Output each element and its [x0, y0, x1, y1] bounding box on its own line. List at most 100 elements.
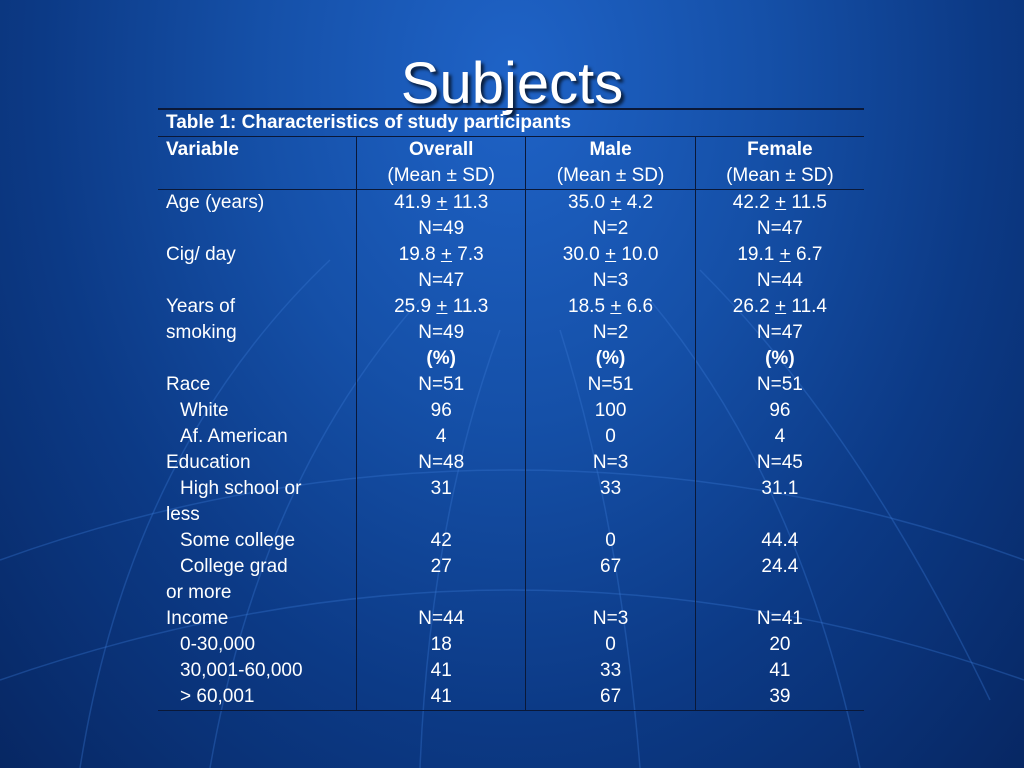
- pct-male: (%): [525, 346, 696, 372]
- cell-female: 19.1 + 6.7: [737, 244, 823, 265]
- cell-overall: N=47: [356, 268, 527, 294]
- cell-overall: 41: [356, 684, 527, 711]
- cell-overall: 27: [356, 554, 527, 580]
- pct-overall: (%): [356, 346, 527, 372]
- table-subheader-row: (Mean ± SD) (Mean ± SD) (Mean ± SD): [158, 163, 864, 190]
- cell-male: 0: [525, 632, 696, 658]
- cell-overall: 4: [356, 424, 527, 450]
- table-row: 0-30,000 18 0 20: [158, 632, 864, 658]
- cell-male: 33: [525, 476, 696, 502]
- cell-overall: 96: [356, 398, 527, 424]
- cell-male: 18.5 + 6.6: [525, 294, 696, 320]
- table-row: Cig/ day 19.8 + 7.3 30.0 + 10.0 19.1 + 6…: [158, 242, 864, 268]
- subheader-female: (Mean ± SD): [695, 163, 864, 190]
- cell-overall: [356, 502, 527, 528]
- cell-overall: N=49: [356, 320, 527, 346]
- cell-male: N=2: [525, 320, 696, 346]
- cell-overall: N=51: [356, 372, 527, 398]
- cell-male: N=3: [525, 450, 696, 476]
- row-label: [158, 216, 357, 242]
- table-row: Education N=48 N=3 N=45: [158, 450, 864, 476]
- cell-overall: 18: [356, 632, 527, 658]
- row-label: or more: [158, 580, 357, 606]
- characteristics-table: Table 1: Characteristics of study partic…: [158, 108, 864, 711]
- row-label: 0-30,000: [158, 632, 357, 658]
- row-label: Cig/ day: [158, 242, 357, 268]
- row-label: Education: [158, 450, 357, 476]
- table-caption: Table 1: Characteristics of study partic…: [158, 108, 864, 137]
- cell-male: 67: [525, 684, 696, 711]
- header-overall: Overall: [356, 136, 527, 163]
- cell-male: N=2: [525, 216, 696, 242]
- cell-male: 30.0 + 10.0: [525, 242, 696, 268]
- table-row: N=47 N=3 N=44: [158, 268, 864, 294]
- cell-overall: 19.8 + 7.3: [356, 242, 527, 268]
- cell-female: [695, 502, 864, 528]
- cell-female: N=47: [756, 218, 803, 239]
- cell-male: 100: [525, 398, 696, 424]
- header-male: Male: [525, 136, 696, 163]
- cell-male: 0: [525, 424, 696, 450]
- cell-male: N=3: [525, 606, 696, 632]
- table-row: or more: [158, 580, 864, 606]
- cell-overall: 42: [356, 528, 527, 554]
- cell-female: 41: [769, 660, 791, 681]
- row-label: [158, 346, 357, 372]
- table-row: less: [158, 502, 864, 528]
- cell-female: 24.4: [761, 556, 799, 577]
- cell-female: 96: [769, 400, 791, 421]
- pct-female: (%): [765, 348, 795, 369]
- table-row: Years of 25.9 + 11.3 18.5 + 6.6 26.2 + 1…: [158, 294, 864, 320]
- slide-title: Subjects: [400, 51, 624, 116]
- header-female: Female: [747, 139, 813, 160]
- row-label: > 60,001: [158, 684, 357, 711]
- cell-male: 33: [525, 658, 696, 684]
- cell-overall: 41.9 + 11.3: [356, 189, 527, 216]
- cell-overall: 31: [356, 476, 527, 502]
- row-label: less: [158, 502, 357, 528]
- cell-female: 39: [695, 684, 864, 711]
- cell-female: 42.2 + 11.5: [732, 192, 827, 213]
- cell-overall: N=49: [356, 216, 527, 242]
- table-header-row: Variable Overall Male Female: [158, 136, 864, 163]
- cell-overall: N=44: [356, 606, 527, 632]
- cell-female: 31.1: [761, 478, 799, 499]
- row-label: College grad: [158, 554, 357, 580]
- cell-female: [695, 580, 864, 606]
- row-label: [158, 268, 357, 294]
- table-row: High school or 31 33 31.1: [158, 476, 864, 502]
- row-label: Age (years): [158, 189, 357, 216]
- table-row: Income N=44 N=3 N=41: [158, 606, 864, 632]
- table-caption-row: Table 1: Characteristics of study partic…: [158, 108, 864, 137]
- cell-male: [525, 580, 696, 606]
- cell-female: 26.2 + 11.4: [732, 296, 827, 317]
- table-row: > 60,001 41 67 39: [158, 684, 864, 711]
- table-row: 30,001-60,000 41 33 41: [158, 658, 864, 684]
- table-row: College grad 27 67 24.4: [158, 554, 864, 580]
- table-row: Some college 42 0 44.4: [158, 528, 864, 554]
- cell-female: N=47: [756, 322, 803, 343]
- row-label: White: [158, 398, 357, 424]
- table-row: Af. American 4 0 4: [158, 424, 864, 450]
- row-label: Af. American: [158, 424, 357, 450]
- cell-male: 35.0 + 4.2: [525, 189, 696, 216]
- cell-male: [525, 502, 696, 528]
- row-label: smoking: [158, 320, 357, 346]
- row-label: Income: [158, 606, 357, 632]
- row-label: Years of: [158, 294, 357, 320]
- cell-female: N=44: [756, 270, 803, 291]
- table-row: White 96 100 96: [158, 398, 864, 424]
- cell-female: 4: [774, 426, 786, 447]
- header-variable: Variable: [158, 136, 357, 163]
- cell-overall: N=48: [356, 450, 527, 476]
- cell-male: 67: [525, 554, 696, 580]
- table-row: N=49 N=2 N=47: [158, 216, 864, 242]
- cell-female: 44.4: [761, 530, 799, 551]
- cell-overall: [356, 580, 527, 606]
- cell-male: 0: [525, 528, 696, 554]
- cell-overall: 41: [356, 658, 527, 684]
- cell-male: N=3: [525, 268, 696, 294]
- row-label: Race: [158, 372, 357, 398]
- cell-female: 20: [769, 634, 791, 655]
- cell-female: N=45: [756, 452, 803, 473]
